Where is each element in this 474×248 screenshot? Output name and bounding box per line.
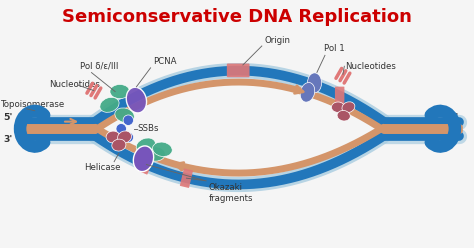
Ellipse shape — [100, 97, 119, 112]
Text: Semiconservative DNA Replication: Semiconservative DNA Replication — [62, 8, 412, 26]
Text: 3': 3' — [450, 113, 459, 122]
Circle shape — [123, 115, 134, 125]
Text: Nucleotides: Nucleotides — [345, 62, 396, 71]
Ellipse shape — [146, 147, 165, 161]
Text: Pol δ/ε/III: Pol δ/ε/III — [80, 62, 118, 71]
Ellipse shape — [331, 102, 345, 112]
Ellipse shape — [342, 102, 355, 113]
Text: PCNA: PCNA — [153, 57, 176, 66]
Text: Okazaki
fragments: Okazaki fragments — [209, 183, 253, 203]
Text: Topoisomerase: Topoisomerase — [0, 100, 65, 109]
Ellipse shape — [126, 87, 146, 113]
Text: Nucleotides: Nucleotides — [49, 80, 100, 90]
Text: SSBs: SSBs — [138, 124, 159, 133]
FancyBboxPatch shape — [139, 155, 154, 175]
Circle shape — [123, 132, 134, 143]
Text: 5': 5' — [450, 135, 459, 144]
Ellipse shape — [153, 142, 172, 156]
Ellipse shape — [308, 73, 322, 93]
Ellipse shape — [118, 131, 131, 143]
Ellipse shape — [133, 146, 154, 172]
Ellipse shape — [115, 108, 134, 123]
Ellipse shape — [112, 139, 126, 151]
Ellipse shape — [136, 138, 155, 153]
Ellipse shape — [337, 110, 350, 121]
Text: 3': 3' — [3, 135, 12, 144]
FancyBboxPatch shape — [180, 168, 193, 188]
FancyBboxPatch shape — [335, 87, 345, 105]
Circle shape — [116, 124, 127, 134]
Text: Origin: Origin — [264, 35, 290, 45]
Text: Pol 1: Pol 1 — [324, 44, 345, 53]
Text: 5': 5' — [3, 113, 12, 122]
Ellipse shape — [106, 131, 120, 143]
Text: Helicase: Helicase — [84, 163, 120, 172]
FancyBboxPatch shape — [227, 63, 249, 77]
Ellipse shape — [110, 84, 130, 99]
Ellipse shape — [300, 83, 315, 102]
